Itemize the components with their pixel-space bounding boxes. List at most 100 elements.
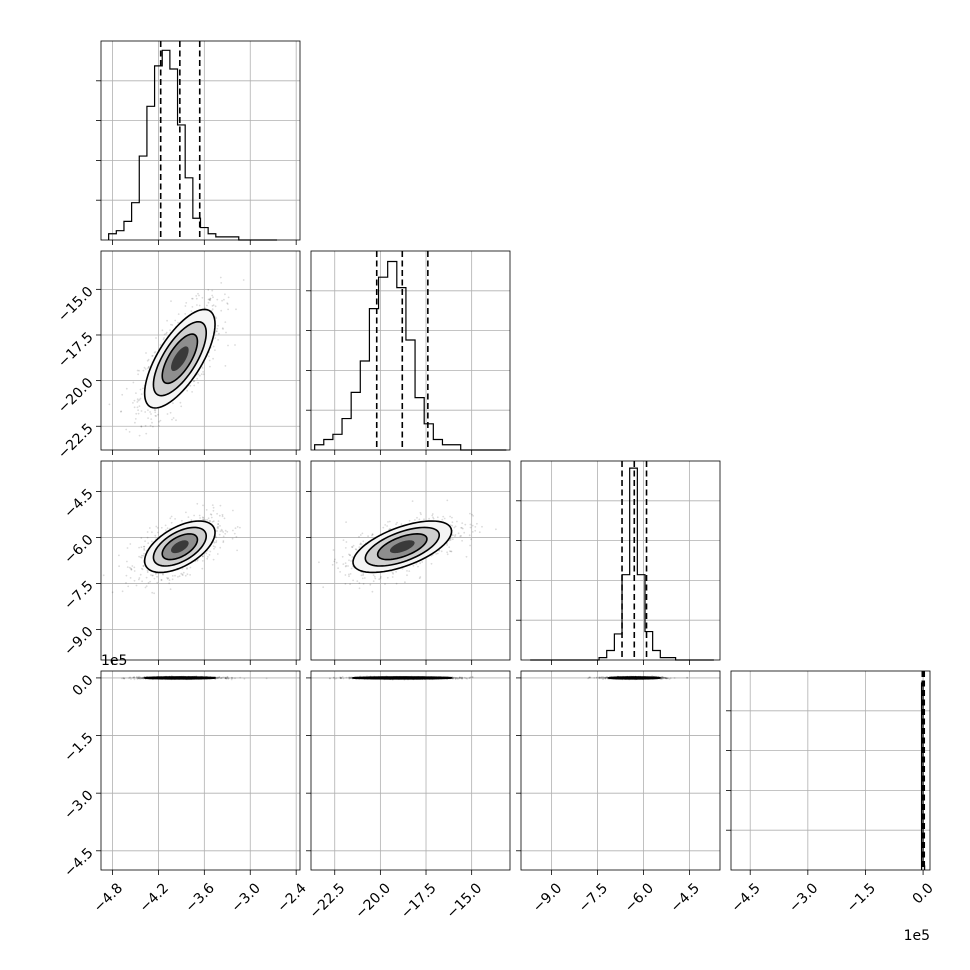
panel-3-2-point [601,677,604,680]
panel-2-0-point [138,546,141,549]
panel-1-0-point [220,309,223,312]
panel-2-0-point [165,529,167,532]
panel-2-0-point [216,526,219,529]
panel-2-1-point [408,570,411,572]
panel-3-1-point [456,677,458,679]
panel-2-0-point [129,577,132,579]
panel-3-1-point [328,677,331,680]
panel-3-0-point [217,677,219,680]
panel-2-1-point [436,516,439,519]
panel-2-1-point [358,546,361,548]
panel-1-0-point [196,377,199,380]
panel-3-0-point [136,677,139,680]
panel-1-0-point [207,301,210,304]
panel-2-0-point [166,577,168,579]
panel-2-1-point [448,539,451,542]
grid-layer [101,41,930,870]
panel-2-0-point [196,559,199,562]
panel-3-0-point [137,676,140,679]
panel-1-0-point [147,358,150,361]
panel-1-0-point [209,299,212,302]
panel-2-1-point [331,563,334,566]
panel-1-0-point [136,369,139,372]
panel-1-0-point [227,308,230,311]
panel-2-1-point [440,550,443,553]
panel-2-1-point [335,561,338,564]
panel-2-0-point [143,552,146,555]
panel-1-0-point [135,392,137,394]
panel-3-0-point [133,676,136,679]
panel-2-1-point [431,514,434,517]
panel-2-0-point [222,535,225,538]
panel-3-0-point [139,678,142,680]
panel-2-1-point [442,515,445,518]
panel-3-0-point [224,676,227,679]
panel-3-0-point [141,677,144,680]
panel-1-0-point [151,355,154,357]
panel-1-0-point [132,381,135,384]
panel-1-0-point [185,302,188,304]
panel-2-1-point [358,535,360,538]
panel-1-0-point [138,405,141,407]
panel-3-0-point [225,677,228,680]
panel-2-0-point [145,576,148,579]
panel-2-1-point [360,543,363,546]
panel-2-1-point [384,524,387,526]
panel-3-1-point [461,677,463,680]
panel-1-0-point [206,304,208,307]
panel-3-2-point [599,676,601,679]
panel-1-0-point [226,303,229,305]
panel-1-0-point [125,428,128,431]
panel-2-1-point [382,526,385,529]
panel-1-0-point [138,398,141,401]
panel-1-0-point [212,304,215,306]
panel-1-0-point [155,337,157,339]
panel-3-1-point [349,676,351,678]
panel-2-1-point [415,563,418,565]
panel-3-1-point [350,677,352,679]
panel-2-0-point [127,585,130,588]
panel-2-1-point [387,521,389,523]
panel-3-0-point [137,676,140,679]
panel-2-0-point [205,509,208,511]
panel-2-1-point [478,531,481,534]
panel-1-0-point [147,417,150,419]
panel-2-0-point [232,529,234,532]
panel-2-0-point [184,574,187,577]
panel-2-0-point [118,565,120,568]
panel-1-0-point [136,398,139,401]
panel-1-0-point [186,389,189,392]
panel-2-1-point [432,516,434,519]
panel-2-0-point [201,567,204,570]
panel-2-0-point [209,520,212,522]
panel-1-0-point [201,296,204,299]
panel-2-0-point [202,518,205,521]
panel-2-1-point [449,537,452,540]
panel-2-0-point [201,555,204,558]
panel-1-0-point [208,298,211,301]
panel-2-0-point [222,531,225,533]
panel-1-0-point [199,374,201,377]
panel-3-0-point [231,676,233,679]
panel-3-0-point [130,678,132,680]
panel-2-0-point [150,574,152,576]
panel-2-1-point [349,554,351,556]
panel-1-0-point [177,321,179,324]
panel-1-0-point [140,425,143,428]
panel-2-0-point [185,511,187,514]
panel-1-0-point [212,357,215,360]
panel-2-1-point [345,564,348,567]
panel-1-0-point [166,319,169,322]
panel-1-0-point [158,425,160,427]
panel-2-0-point [186,567,188,569]
panel-1-0-point [215,317,218,319]
panel-3-1-point [469,676,471,679]
panel-1-0-point [169,329,172,331]
panel-1-0-point [190,310,193,312]
panel-1-0-point [180,405,183,408]
panel-1-0-point [144,424,147,427]
panel-1-0-point [151,421,153,424]
panel-3-1-point [461,676,463,679]
panel-2-0-point [102,574,105,577]
panel-2-0-point [215,540,218,542]
